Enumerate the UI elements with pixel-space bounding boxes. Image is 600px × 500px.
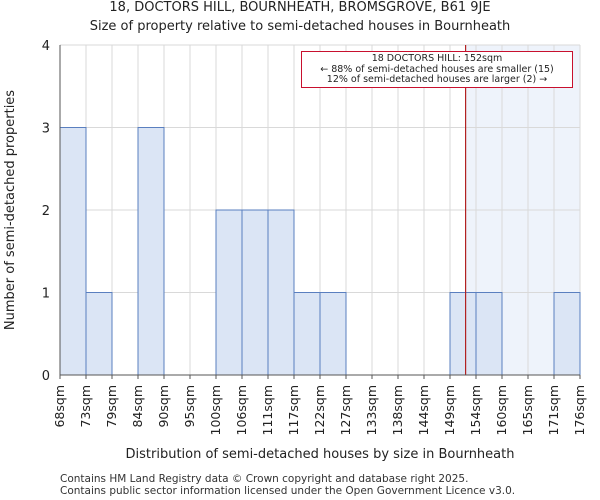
chart-title: 18, DOCTORS HILL, BOURNHEATH, BROMSGROVE…	[109, 0, 491, 15]
x-tick-label: 144sqm	[416, 385, 431, 435]
y-tick-label: 2	[42, 204, 50, 219]
x-tick-label: 90sqm	[156, 385, 171, 428]
x-tick-label: 149sqm	[442, 385, 457, 435]
annotation-line-1: 18 DOCTORS HILL: 152sqm	[371, 53, 503, 64]
histogram-bar	[241, 209, 269, 376]
x-tick-label: 68sqm	[52, 385, 67, 428]
histogram-bar	[137, 127, 165, 376]
histogram-bar	[215, 209, 243, 376]
histogram-bar	[475, 292, 503, 376]
annotation-line-3: 12% of semi-detached houses are larger (…	[326, 74, 548, 85]
y-tick-label: 3	[42, 122, 50, 137]
x-tick-label: 106sqm	[234, 385, 249, 435]
x-tick-label: 95sqm	[182, 385, 197, 428]
histogram-bar	[553, 292, 581, 376]
x-tick-label: 171sqm	[546, 385, 561, 435]
property-annotation-box: 18 DOCTORS HILL: 152sqm ← 88% of semi-de…	[301, 51, 573, 88]
histogram-bar	[267, 209, 295, 376]
x-tick-label: 100sqm	[208, 385, 223, 435]
y-tick-label: 1	[42, 287, 50, 302]
x-tick-label: 176sqm	[572, 385, 587, 435]
x-tick-label: 160sqm	[494, 385, 509, 435]
x-tick-label: 73sqm	[78, 385, 93, 428]
x-axis-label: Distribution of semi-detached houses by …	[126, 447, 515, 462]
x-tick-label: 127sqm	[338, 385, 353, 435]
histogram-bar	[449, 292, 477, 376]
histogram-bar	[59, 127, 87, 376]
x-tick-label: 111sqm	[260, 385, 275, 435]
x-tick-label: 122sqm	[312, 385, 327, 435]
y-tick-label: 0	[42, 369, 50, 384]
footer-line-2: Contains public sector information licen…	[60, 485, 516, 497]
x-tick-label: 117sqm	[286, 385, 301, 435]
y-tick-label: 4	[42, 39, 50, 54]
x-tick-label: 84sqm	[130, 385, 145, 428]
histogram-bar	[293, 292, 321, 376]
x-tick-label: 154sqm	[468, 385, 483, 435]
histogram-bar	[319, 292, 347, 376]
histogram-bar	[85, 292, 113, 376]
annotation-line-2: ← 88% of semi-detached houses are smalle…	[320, 63, 554, 75]
y-axis-label: Number of semi-detached properties	[3, 90, 18, 330]
x-tick-label: 79sqm	[104, 385, 119, 428]
footer-line-1: Contains HM Land Registry data © Crown c…	[60, 473, 469, 485]
x-tick-label: 138sqm	[390, 385, 405, 435]
x-tick-label: 165sqm	[520, 385, 535, 435]
x-tick-label: 133sqm	[364, 385, 379, 435]
chart-subtitle: Size of property relative to semi-detach…	[89, 19, 511, 34]
